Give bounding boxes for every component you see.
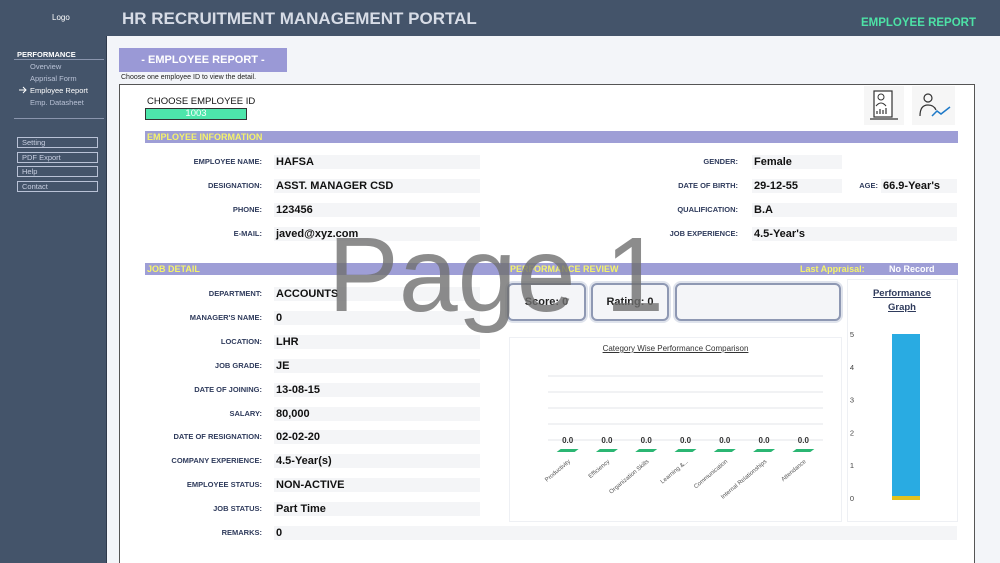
field-label: E-MAIL: [233,229,262,238]
chart-area [510,338,841,521]
logo: Logo [52,13,70,22]
rating-box: Rating: 0 [591,283,669,321]
section-title: JOB DETAIL [147,264,200,274]
field-label: LOCATION: [220,336,262,346]
section-title: PERFORMANCE REVIEW [510,264,619,274]
icon-body [875,102,887,107]
icon-head [923,93,933,103]
top-bar [0,0,1000,36]
icon-bars [870,108,898,120]
page-title: EMPLOYEE REPORT [860,17,976,29]
section-bar [145,263,958,275]
section-bar [145,131,958,143]
divider [14,118,104,119]
icon-body [919,104,937,117]
field-value: javed@xyz.com [274,227,480,241]
field-value: B.A [752,203,957,217]
field-value: ASST. MANAGER CSD [274,179,480,193]
field-value: 02-02-20 [274,430,480,445]
sidebar-section: PERFORMANCE [17,50,76,59]
field-value: HAFSA [274,155,480,169]
field-label: EMPLOYEE NAME: [193,157,262,166]
chart-title: Performance Graph [872,288,932,313]
field-label: DATE OF JOINING: [194,384,262,394]
field-value: Part Time [274,502,480,517]
last-appraisal: No Record [889,264,935,274]
icon-head [877,93,885,101]
field-label: JOB EXPERIENCE: [669,229,738,238]
hint: Choose one employee ID to view the detai… [121,74,257,81]
sidebar-item[interactable]: Overview [30,62,62,71]
field-value: 4.5-Year's [752,227,957,241]
field-label: JOB STATUS: [213,504,262,514]
field-value: 0 [274,310,480,325]
sidebar [0,36,107,563]
field-label: SALARY: [229,408,263,418]
field-label: DATE OF RESIGNATION: [173,432,262,442]
field-value: 4.5-Year(s) [274,454,480,469]
icon-frame[interactable] [912,86,955,125]
field-value: 29-12-55 [752,179,842,193]
field-value: 0 [274,526,957,540]
field-value: 13-08-15 [274,382,480,397]
sidebar-button[interactable]: Contact [17,180,98,192]
chart-title: Category Wise Performance Comparison [602,344,749,353]
chart-area [848,280,957,521]
sidebar-button[interactable]: Help [17,166,98,177]
field-label: MANAGER'S NAME: [189,312,262,322]
portal-title: HR RECRUITMENT MANAGEMENT PORTAL [122,9,477,28]
field-value: 80,000 [274,406,480,421]
sidebar-button[interactable]: Setting [17,137,98,148]
field-value: ACCOUNTS [274,287,480,301]
icons [864,86,955,125]
last-appraisal-label: Last Appraisal: [800,264,865,274]
divider [14,59,104,60]
field-label: DESIGNATION: [207,181,262,190]
choose-label: CHOOSE EMPLOYEE ID [147,96,256,107]
field-label: QUALIFICATION: [677,205,738,214]
employee-id[interactable]: 1003 [145,108,247,120]
sidebar-item[interactable]: Apprisal Form [30,74,77,83]
field-value: LHR [274,334,480,349]
section-title: EMPLOYEE INFORMATION [147,132,263,142]
field-label: PHONE: [232,205,262,214]
score-box: Score: 0 [507,283,586,321]
sidebar-item[interactable]: Emp. Datasheet [30,98,84,107]
field-value: NON-ACTIVE [274,478,480,493]
report-button[interactable]: - EMPLOYEE REPORT - [119,48,287,72]
review-box [675,283,841,321]
field-label: DEPARTMENT: [208,289,262,298]
field-value: JE [274,358,480,373]
sidebar-item[interactable]: Employee Report [30,86,88,95]
icon-trend [931,106,951,117]
field-label: GENDER: [703,157,738,166]
field-label: EMPLOYEE STATUS: [186,480,262,490]
field-label: JOB GRADE: [214,360,262,370]
field-value: Female [752,155,842,169]
field-label: COMPANY EXPERIENCE: [171,456,262,466]
field-label: DATE OF BIRTH: [678,181,738,190]
field-label: REMARKS: [221,528,262,537]
field-label: AGE: [859,181,878,190]
field-value: 66.9-Year's [881,179,957,193]
sidebar-button[interactable]: PDF Export [17,151,98,163]
field-value: 123456 [274,203,480,217]
